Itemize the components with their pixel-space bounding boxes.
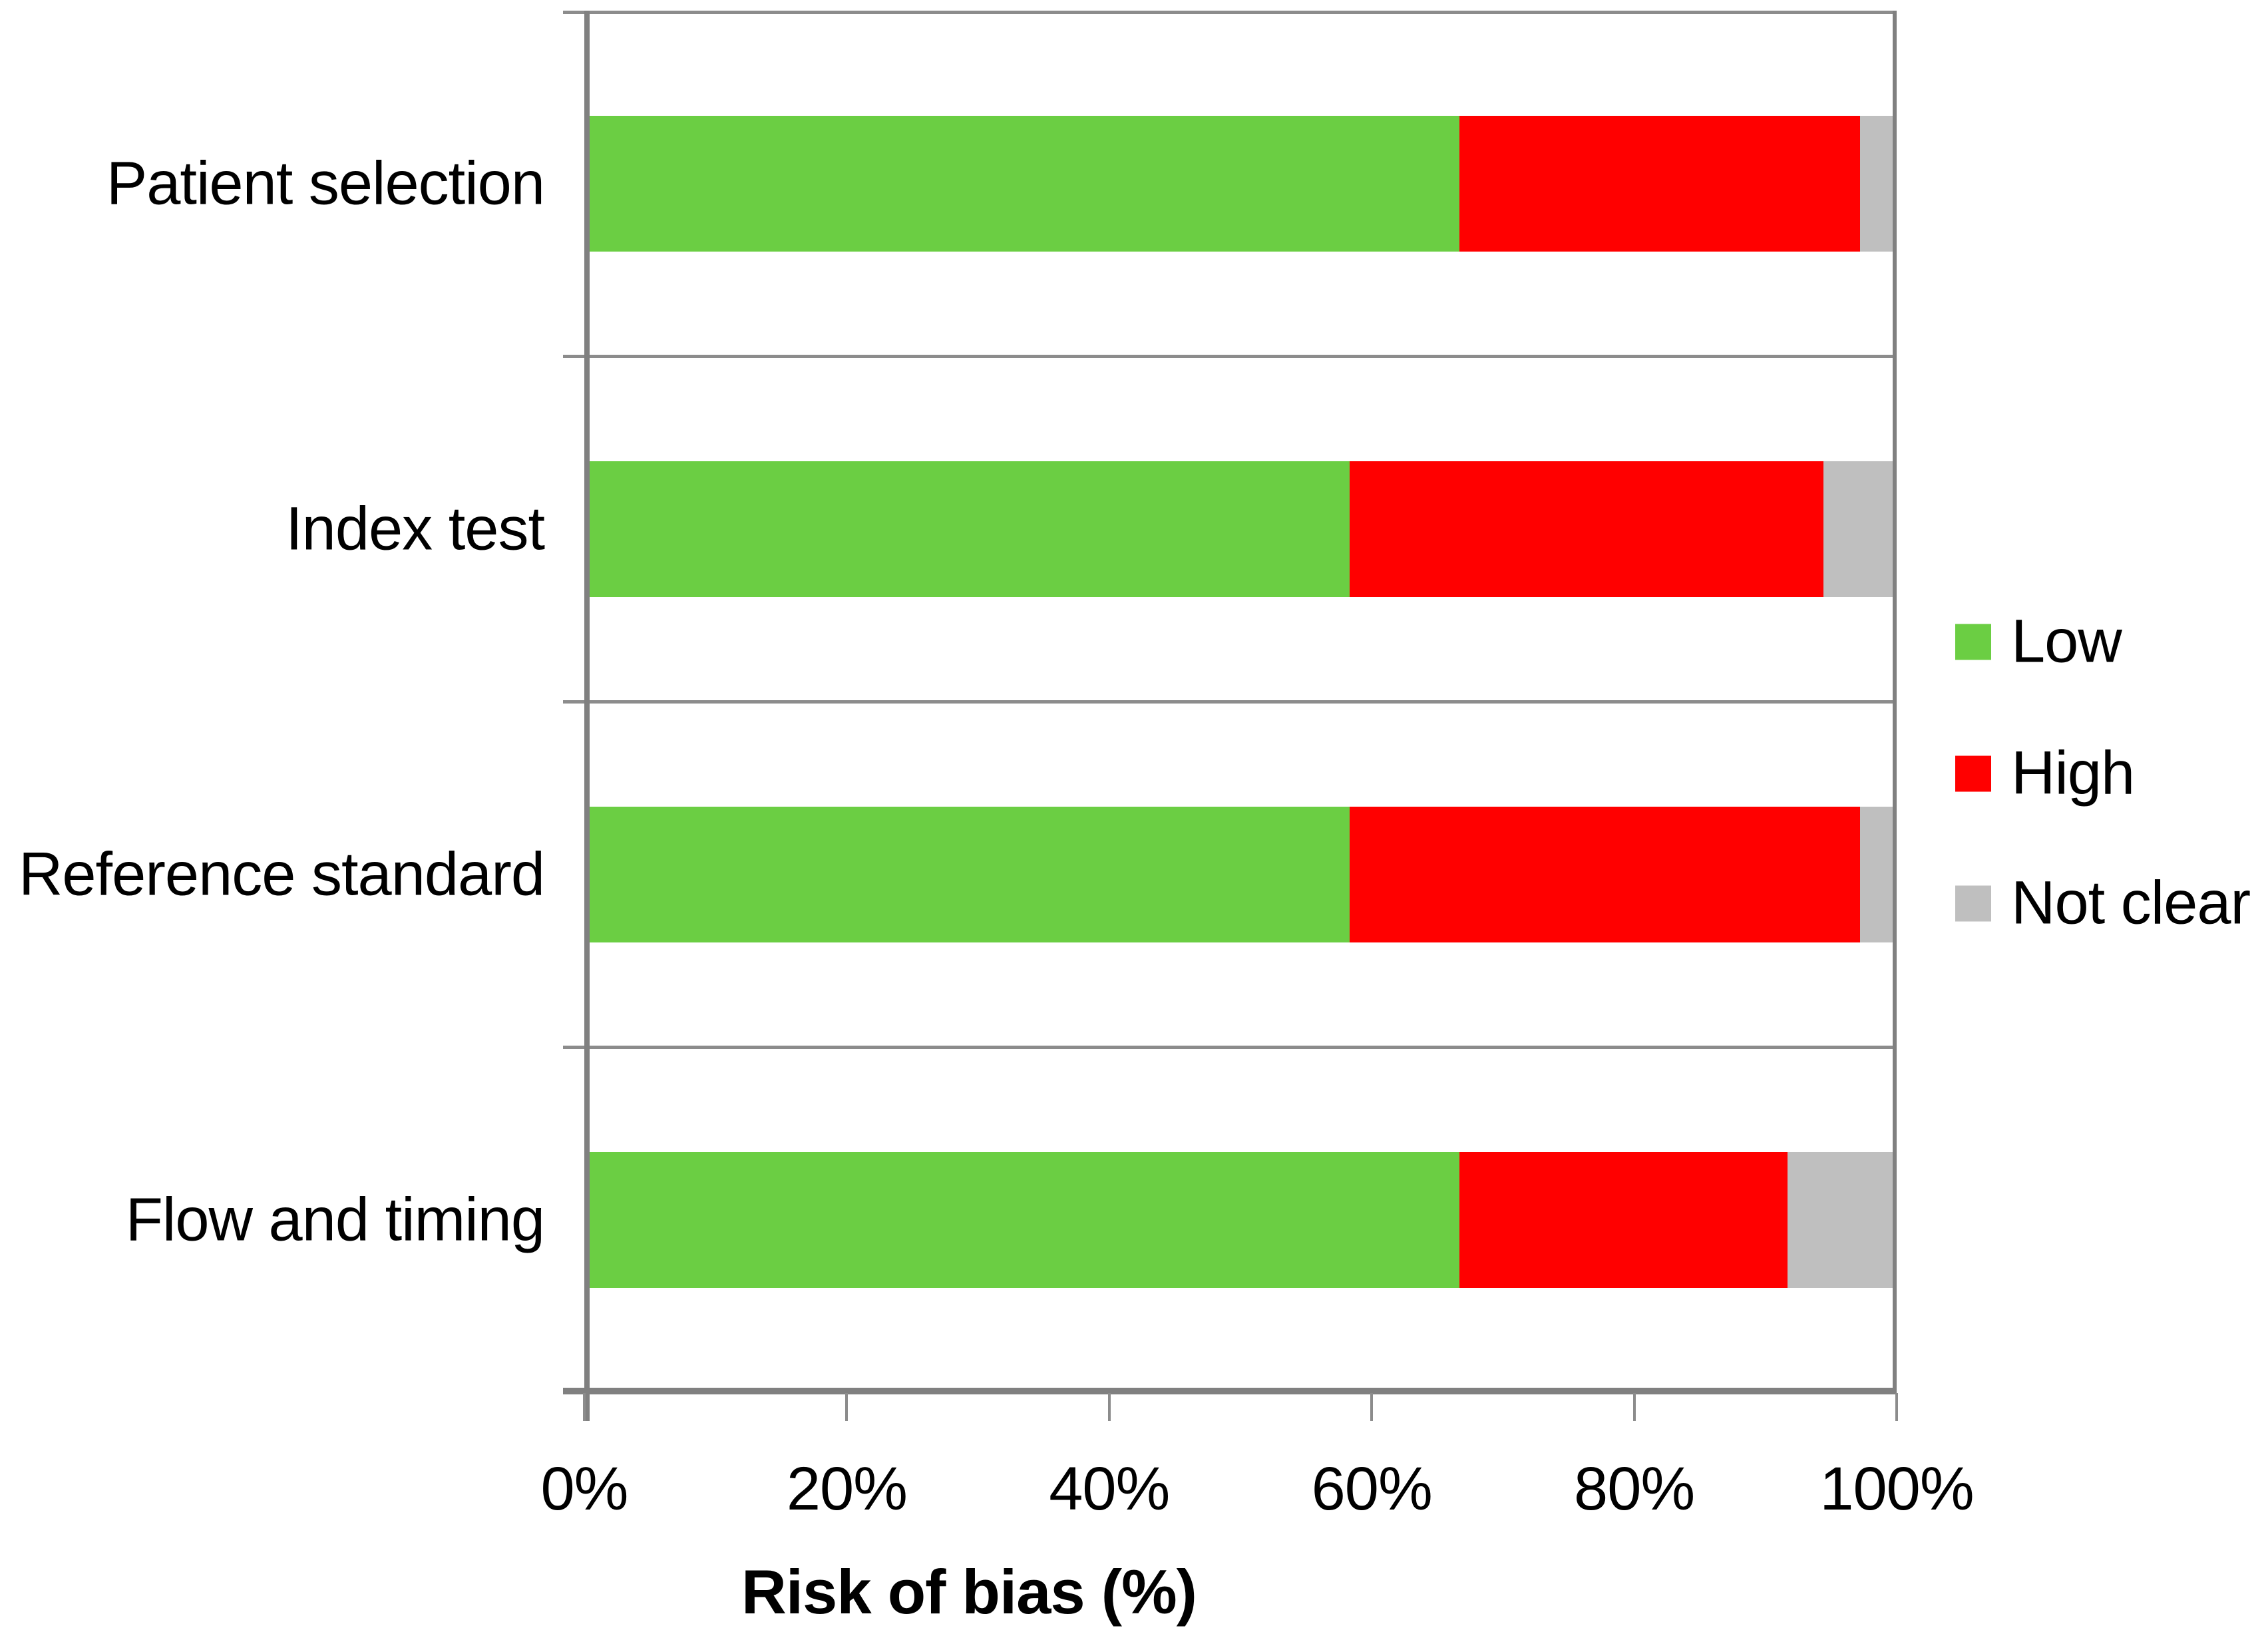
bar-segment-high [1459, 115, 1860, 252]
bar-segment-not-clear [1859, 115, 1897, 252]
category-label: Patient selection [106, 149, 545, 218]
bar-segment-low [584, 461, 1350, 597]
x-axis-line [563, 1388, 1897, 1394]
legend-swatch-high [1955, 755, 1991, 791]
legend-label: Not clear [2011, 869, 2251, 937]
legend-item-not-clear: Not clear [1955, 869, 2251, 938]
x-tick [1370, 1393, 1374, 1421]
legend-label: High [2011, 739, 2135, 807]
bar-segment-high [1459, 1152, 1788, 1289]
category-label: Flow and timing [125, 1185, 545, 1254]
x-tick [1107, 1393, 1111, 1421]
x-tick-label: 0% [540, 1455, 629, 1523]
legend-item-low: Low [1955, 607, 2122, 677]
legend-item-high: High [1955, 739, 2135, 809]
bar-segment-low [584, 807, 1350, 943]
plot-right-border [1893, 11, 1897, 1393]
row-separator [563, 1046, 1897, 1050]
plot-top-border [563, 11, 1897, 14]
bar-segment-high [1349, 807, 1860, 943]
x-tick [1632, 1393, 1636, 1421]
stacked-bar [584, 807, 1897, 943]
row-separator [563, 354, 1897, 358]
x-tick-label: 20% [786, 1455, 908, 1523]
category-label: Index test [285, 495, 545, 563]
y-axis-line [584, 11, 590, 1421]
x-axis-title: Risk of bias (%) [741, 1557, 1197, 1627]
x-tick-label: 80% [1574, 1455, 1695, 1523]
legend-label: Low [2011, 607, 2122, 676]
x-tick [1895, 1393, 1898, 1421]
stacked-bar [584, 115, 1897, 252]
legend-swatch-low [1955, 624, 1991, 660]
x-tick-label: 100% [1819, 1455, 1974, 1523]
bar-segment-not-clear [1823, 461, 1897, 597]
x-tick [583, 1393, 586, 1421]
bar-segment-low [584, 1152, 1460, 1289]
x-tick [845, 1393, 849, 1421]
x-tick-label: 40% [1049, 1455, 1170, 1523]
x-tick-label: 60% [1311, 1455, 1433, 1523]
row-separator [563, 700, 1897, 704]
bar-segment-low [584, 115, 1460, 252]
stacked-bar [584, 461, 1897, 597]
legend-swatch-not-clear [1955, 885, 1991, 921]
bar-segment-not-clear [1859, 807, 1897, 943]
bar-segment-high [1349, 461, 1823, 597]
category-label: Reference standard [18, 840, 545, 909]
plot-area [563, 11, 1897, 1421]
bar-segment-not-clear [1788, 1152, 1897, 1289]
stacked-bar [584, 1152, 1897, 1289]
